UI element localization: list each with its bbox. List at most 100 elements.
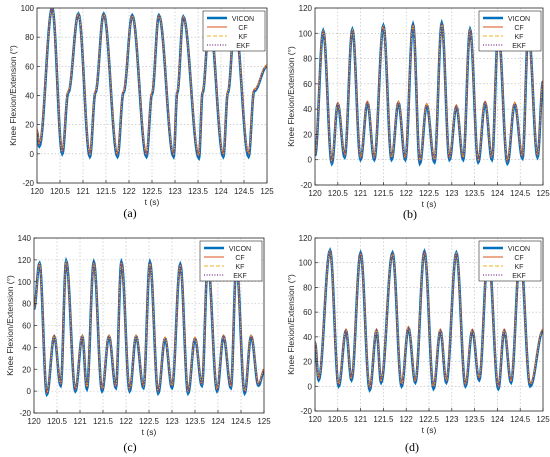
x-tick-label: 120.5: [47, 417, 68, 426]
x-tick-label: 121: [73, 417, 87, 426]
legend: VICON CF KF EKF: [199, 240, 263, 282]
x-tick-label: 123: [445, 189, 459, 198]
y-axis-label: Knee Flexion/Extension (°): [286, 274, 296, 375]
y-tick-label: 100: [299, 259, 313, 268]
y-tick-label: 0: [308, 156, 313, 165]
x-tick-label: 123: [168, 187, 182, 196]
legend: VICON CF KF EKF: [478, 240, 542, 282]
x-tick-label: 120: [30, 187, 44, 196]
x-tick-label: 122: [119, 417, 133, 426]
y-tick-label: 40: [25, 92, 34, 101]
x-axis-label: t (s): [422, 199, 437, 209]
y-tick-label: 80: [303, 283, 312, 292]
legend-label-kf: KF: [239, 34, 248, 41]
subfigure-caption: (c): [123, 440, 136, 454]
y-axis-label: Knee Flexion/Extension (°): [5, 275, 15, 376]
legend-label-kf: KF: [236, 264, 245, 271]
y-tick-label: 80: [22, 300, 31, 309]
x-tick-label: 120: [308, 415, 322, 424]
legend-label-cf: CF: [514, 25, 523, 32]
x-tick-label: 122.5: [139, 417, 160, 426]
y-tick-label: 20: [22, 365, 31, 374]
y-tick-label: 20: [303, 358, 312, 367]
x-tick-label: 121.5: [93, 417, 114, 426]
y-tick-label: 60: [25, 62, 34, 71]
x-tick-label: 123: [445, 415, 459, 424]
x-tick-label: 124: [214, 187, 228, 196]
y-tick-label: 140: [18, 234, 32, 243]
legend-label-ekf: EKF: [233, 273, 247, 280]
legend: VICON CF KF EKF: [478, 10, 542, 52]
y-tick-label: 100: [21, 4, 35, 13]
x-tick-label: 124.5: [231, 417, 252, 426]
x-tick-label: 124: [491, 189, 505, 198]
y-tick-label: 0: [308, 382, 313, 391]
y-tick-label: 120: [299, 4, 313, 13]
x-tick-label: 122.5: [419, 189, 440, 198]
x-tick-label: 123.5: [185, 417, 206, 426]
x-tick-label: 123: [165, 417, 179, 426]
y-tick-label: 100: [18, 278, 32, 287]
y-tick-label: 100: [299, 29, 313, 38]
y-tick-label: 20: [303, 130, 312, 139]
x-tick-label: 122: [400, 189, 414, 198]
x-tick-label: 122.5: [419, 415, 440, 424]
legend-label-ekf: EKF: [512, 43, 526, 50]
x-tick-label: 124: [491, 415, 505, 424]
y-tick-label: 0: [27, 387, 32, 396]
x-tick-label: 120: [308, 189, 322, 198]
y-tick-label: 60: [22, 322, 31, 331]
x-axis-label: t (s): [145, 197, 160, 207]
chart-a: 120 120.5 121 121.5 122 122.5 123 123.5 124 124.5…: [8, 4, 274, 220]
x-tick-label: 125: [260, 187, 274, 196]
x-tick-label: 123.5: [465, 415, 486, 424]
y-tick-label: 60: [303, 308, 312, 317]
x-tick-label: 124.5: [510, 415, 531, 424]
subfigure-caption: (a): [123, 206, 136, 220]
legend-label-vicon: VICON: [229, 246, 251, 253]
x-axis-label: t (s): [142, 427, 157, 437]
chart-c: 120 120.5 121 121.5 122 122.5 123 123.5 124 124.5…: [5, 234, 271, 454]
y-tick-label: 60: [303, 80, 312, 89]
y-tick-label: -20: [300, 181, 312, 190]
y-tick-label: 40: [303, 333, 312, 342]
x-tick-label: 122: [400, 415, 414, 424]
y-axis-label: Knee Flexion/Extension (°): [286, 46, 296, 147]
legend: VICON CF KF EKF: [202, 10, 266, 52]
x-tick-label: 123.5: [188, 187, 209, 196]
y-tick-label: 40: [22, 343, 31, 352]
x-tick-label: 121.5: [373, 415, 394, 424]
x-tick-label: 124.5: [234, 187, 255, 196]
y-tick-label: 80: [25, 33, 34, 42]
legend-label-vicon: VICON: [508, 246, 530, 253]
x-tick-label: 120: [27, 417, 41, 426]
legend-label-ekf: EKF: [512, 273, 526, 280]
x-tick-label: 124.5: [510, 189, 531, 198]
subfigure-caption: (b): [403, 207, 417, 221]
y-tick-label: -20: [300, 407, 312, 416]
series-line-ekf: [315, 21, 543, 164]
x-tick-label: 121.5: [373, 189, 394, 198]
subfigure-caption: (d): [405, 440, 419, 454]
legend-label-kf: KF: [515, 264, 524, 271]
y-tick-label: -20: [19, 409, 31, 418]
x-tick-label: 120.5: [328, 415, 349, 424]
x-tick-label: 123.5: [465, 189, 486, 198]
legend-label-cf: CF: [238, 25, 247, 32]
y-tick-label: 0: [30, 150, 35, 159]
x-axis-label: t (s): [422, 425, 437, 435]
x-tick-label: 125: [536, 415, 550, 424]
x-tick-label: 121: [76, 187, 90, 196]
y-tick-label: -20: [22, 179, 34, 188]
x-tick-label: 120.5: [328, 189, 349, 198]
legend-label-cf: CF: [514, 255, 523, 262]
legend-label-cf: CF: [235, 255, 244, 262]
series-line-ekf: [315, 249, 543, 391]
y-tick-label: 40: [303, 105, 312, 114]
x-tick-label: 124: [211, 417, 225, 426]
y-tick-label: 120: [18, 256, 32, 265]
x-tick-label: 125: [257, 417, 271, 426]
y-axis-label: Knee Flexion/Extension (°): [8, 45, 18, 146]
chart-d: 120 120.5 121 121.5 122 122.5 123 123.5 124 124.5…: [286, 234, 550, 454]
